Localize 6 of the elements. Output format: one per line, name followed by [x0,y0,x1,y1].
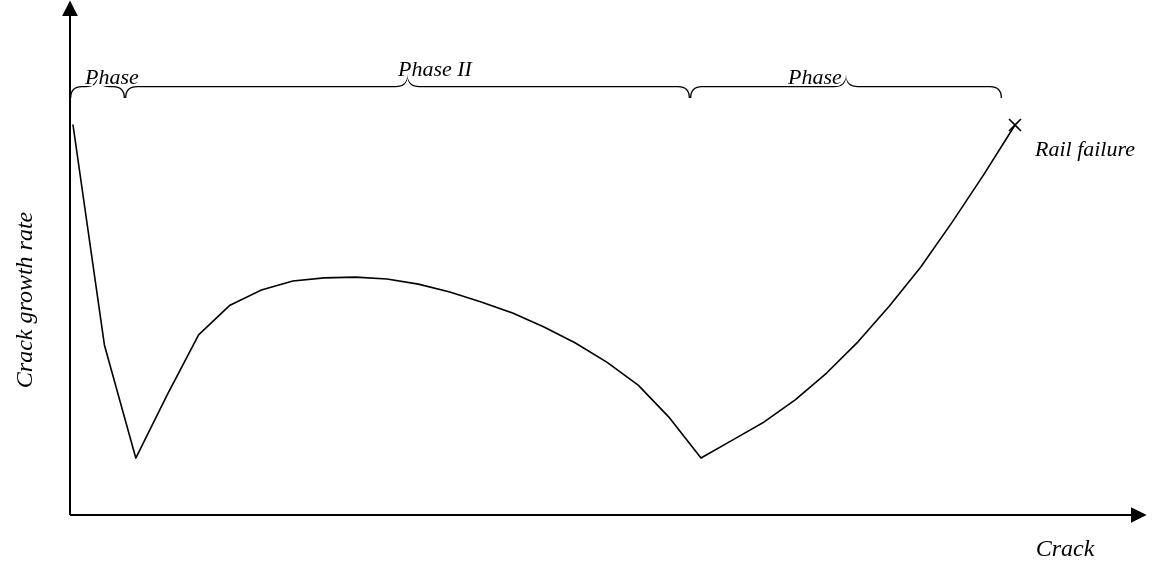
y-axis-title: Crack growth rate [11,211,37,389]
text: Phase [787,64,843,89]
text: Phase II [397,56,474,81]
text: Phase [84,64,140,89]
text: Rail failure [1033,136,1136,161]
x-axis-title: Crack [1035,535,1095,561]
